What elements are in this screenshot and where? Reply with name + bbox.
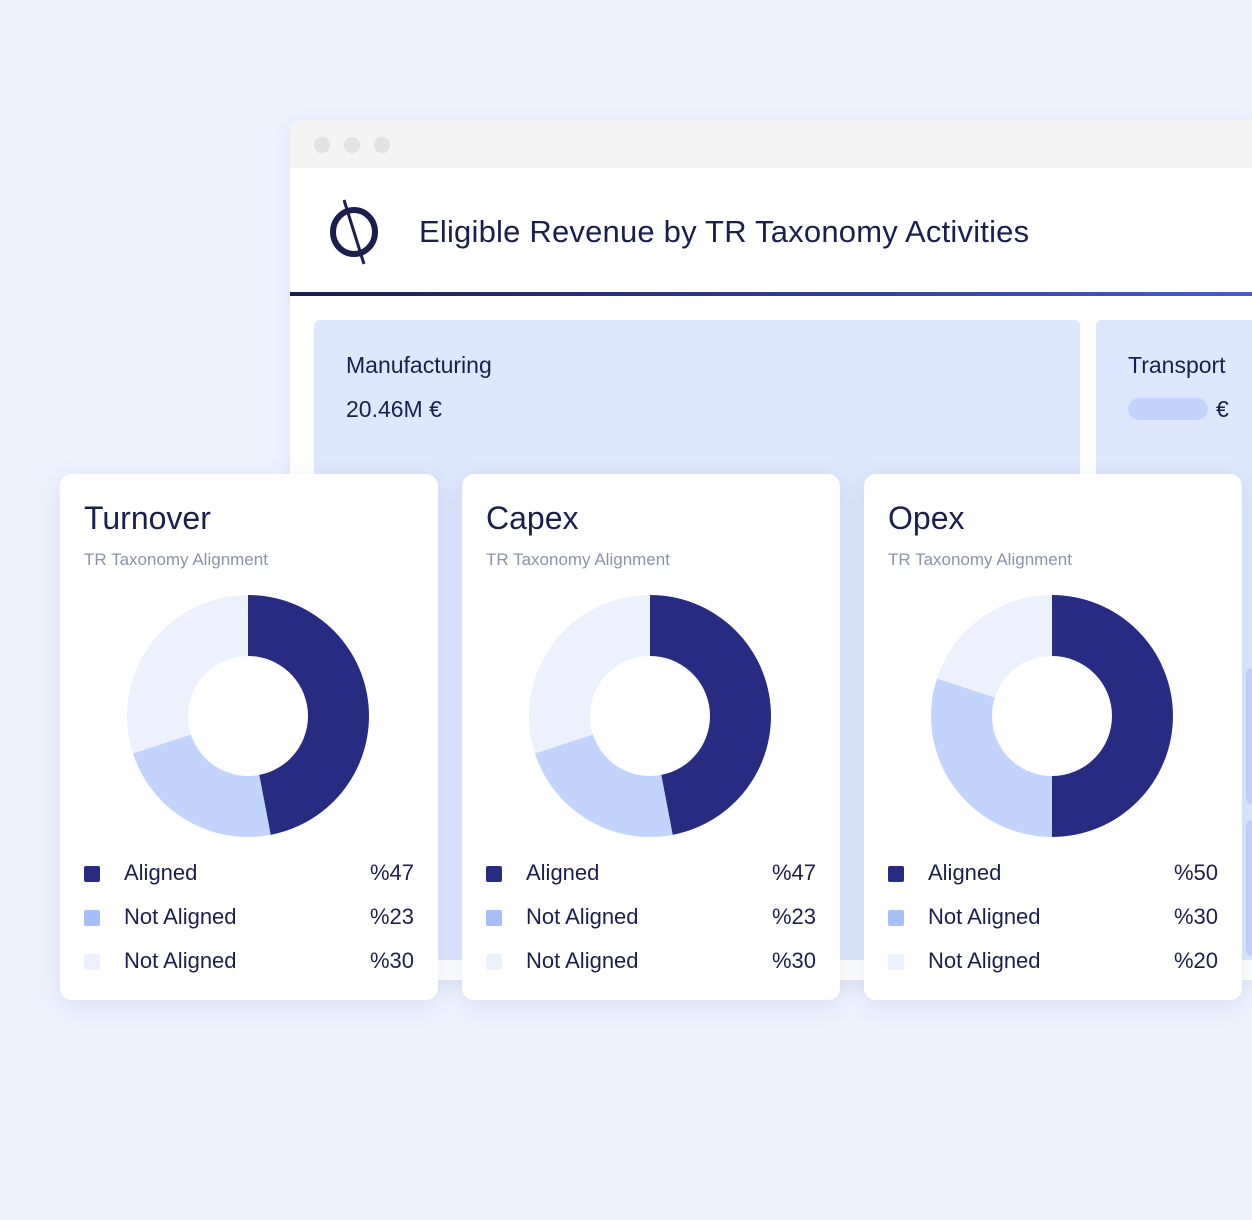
donut-slice-not-aligned[interactable] (132, 734, 271, 837)
donut-slice-not-aligned[interactable] (529, 595, 650, 754)
app-header: Eligible Revenue by TR Taxonomy Activiti… (290, 168, 1252, 292)
legend-item-not-aligned: Not Aligned %23 (84, 904, 414, 934)
legend-value: %50 (1173, 860, 1218, 885)
brand-logo-icon[interactable] (328, 198, 380, 266)
donut-chart[interactable] (528, 594, 772, 838)
legend-swatch (888, 910, 904, 926)
donut-chart[interactable] (930, 594, 1174, 838)
donut-slice-aligned[interactable] (650, 595, 771, 835)
donut-slice-aligned[interactable] (1052, 595, 1173, 837)
metric-card-opex[interactable]: Opex TR Taxonomy Alignment Aligned %50 N… (864, 474, 1242, 1000)
bar-fragment (1246, 668, 1252, 804)
legend-item-not-aligned: Not Aligned %30 (84, 948, 414, 978)
card-title: Capex (486, 500, 579, 536)
legend-label: Not Aligned (928, 904, 1041, 929)
page-title: Eligible Revenue by TR Taxonomy Activiti… (419, 214, 1030, 249)
header-divider (290, 292, 1252, 296)
legend-swatch (84, 954, 100, 970)
donut-slice-not-aligned[interactable] (936, 595, 1052, 698)
sector-value: 20.46M € (346, 396, 442, 422)
legend-label: Not Aligned (526, 948, 639, 973)
card-title: Turnover (84, 500, 211, 536)
legend-item-not-aligned: Not Aligned %30 (486, 948, 816, 978)
legend-item-not-aligned: Not Aligned %20 (888, 948, 1218, 978)
legend-item-aligned: Aligned %47 (486, 860, 816, 890)
donut-slice-not-aligned[interactable] (126, 595, 248, 754)
window-maximize-dot[interactable] (374, 137, 390, 153)
card-title: Opex (888, 500, 965, 536)
legend-label: Not Aligned (928, 948, 1041, 973)
card-subtitle: TR Taxonomy Alignment (486, 550, 670, 569)
bar-fragment (1246, 820, 1252, 956)
sector-currency: € (1216, 396, 1229, 422)
sector-name: Manufacturing (346, 352, 492, 378)
legend-swatch (486, 866, 502, 882)
legend-swatch (84, 866, 100, 882)
legend-item-not-aligned: Not Aligned %30 (888, 904, 1218, 934)
legend-value: %30 (771, 948, 816, 973)
legend-label: Not Aligned (124, 948, 237, 973)
legend-item-aligned: Aligned %47 (84, 860, 414, 890)
legend-item-aligned: Aligned %50 (888, 860, 1218, 890)
legend-swatch (84, 910, 100, 926)
legend-swatch (888, 954, 904, 970)
sector-name: Transport (1128, 352, 1226, 378)
legend-value: %30 (369, 948, 414, 973)
legend-label: Aligned (124, 860, 198, 885)
legend-value: %20 (1173, 948, 1218, 973)
window-titlebar (290, 120, 1252, 168)
window-minimize-dot[interactable] (344, 137, 360, 153)
legend-label: Aligned (526, 860, 600, 885)
legend-label: Not Aligned (526, 904, 639, 929)
legend-swatch (888, 866, 904, 882)
legend-swatch (486, 910, 502, 926)
value-loading-placeholder (1128, 398, 1208, 420)
legend-value: %23 (771, 904, 816, 929)
donut-slice-aligned[interactable] (248, 595, 369, 835)
legend-value: %23 (369, 904, 414, 929)
legend-value: %47 (369, 860, 414, 885)
metric-card-capex[interactable]: Capex TR Taxonomy Alignment Aligned %47 … (462, 474, 840, 1000)
donut-chart[interactable] (126, 594, 370, 838)
legend-value: %47 (771, 860, 816, 885)
legend-value: %30 (1173, 904, 1218, 929)
card-subtitle: TR Taxonomy Alignment (888, 550, 1072, 569)
legend-label: Not Aligned (124, 904, 237, 929)
legend-item-not-aligned: Not Aligned %23 (486, 904, 816, 934)
legend-swatch (486, 954, 502, 970)
legend-label: Aligned (928, 860, 1002, 885)
card-subtitle: TR Taxonomy Alignment (84, 550, 268, 569)
donut-slice-not-aligned[interactable] (931, 678, 1052, 837)
window-close-dot[interactable] (314, 137, 330, 153)
donut-slice-not-aligned[interactable] (534, 734, 673, 837)
metric-card-turnover[interactable]: Turnover TR Taxonomy Alignment Aligned %… (60, 474, 438, 1000)
